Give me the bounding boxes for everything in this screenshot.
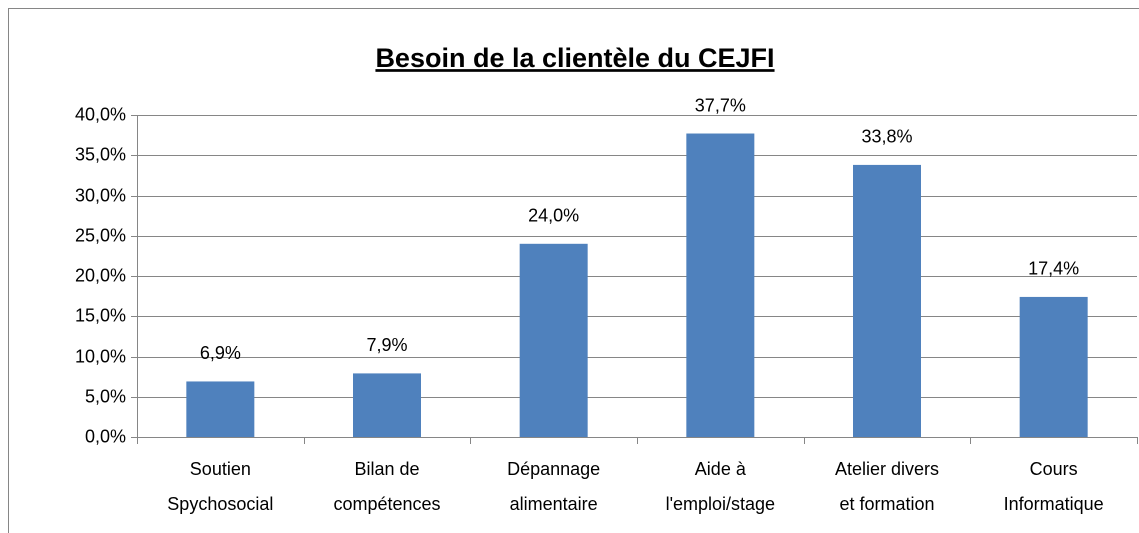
value-label: 6,9% [200, 343, 241, 363]
value-label: 24,0% [528, 206, 579, 226]
y-tick-label: 35,0% [75, 144, 126, 164]
bar [519, 243, 588, 437]
x-tick-label: alimentaire [510, 494, 598, 514]
y-tick-label: 40,0% [75, 104, 126, 124]
y-tick-label: 25,0% [75, 225, 126, 245]
chart-title: Besoin de la clientèle du CEJFI [375, 43, 774, 73]
x-tick-label: Spychosocial [167, 494, 273, 514]
value-label: 17,4% [1028, 259, 1079, 279]
bar [853, 164, 921, 437]
x-tick-label: compétences [333, 494, 440, 514]
bar [1019, 296, 1088, 437]
value-label: 37,7% [695, 95, 746, 115]
y-tick-label: 15,0% [75, 305, 126, 325]
y-tick-label: 10,0% [75, 346, 126, 366]
y-tick-label: 20,0% [75, 265, 126, 285]
y-tick-label: 5,0% [85, 386, 126, 406]
value-label: 7,9% [366, 335, 407, 355]
bar [186, 381, 255, 437]
y-tick-label: 0,0% [85, 426, 126, 446]
x-tick-label: Soutien [190, 459, 251, 479]
x-tick-label: Atelier divers [835, 459, 939, 479]
x-tick-label: Informatique [1004, 494, 1104, 514]
x-tick-label: Aide à [695, 459, 747, 479]
x-tick-label: l'emploi/stage [666, 494, 776, 514]
bar [686, 133, 755, 437]
bar [353, 373, 421, 437]
x-tick-label: et formation [839, 494, 934, 514]
value-label: 33,8% [861, 127, 912, 147]
x-tick-label: Cours [1030, 459, 1078, 479]
y-tick-label: 30,0% [75, 185, 126, 205]
x-tick-label: Dépannage [507, 459, 600, 479]
x-tick-label: Bilan de [354, 459, 419, 479]
